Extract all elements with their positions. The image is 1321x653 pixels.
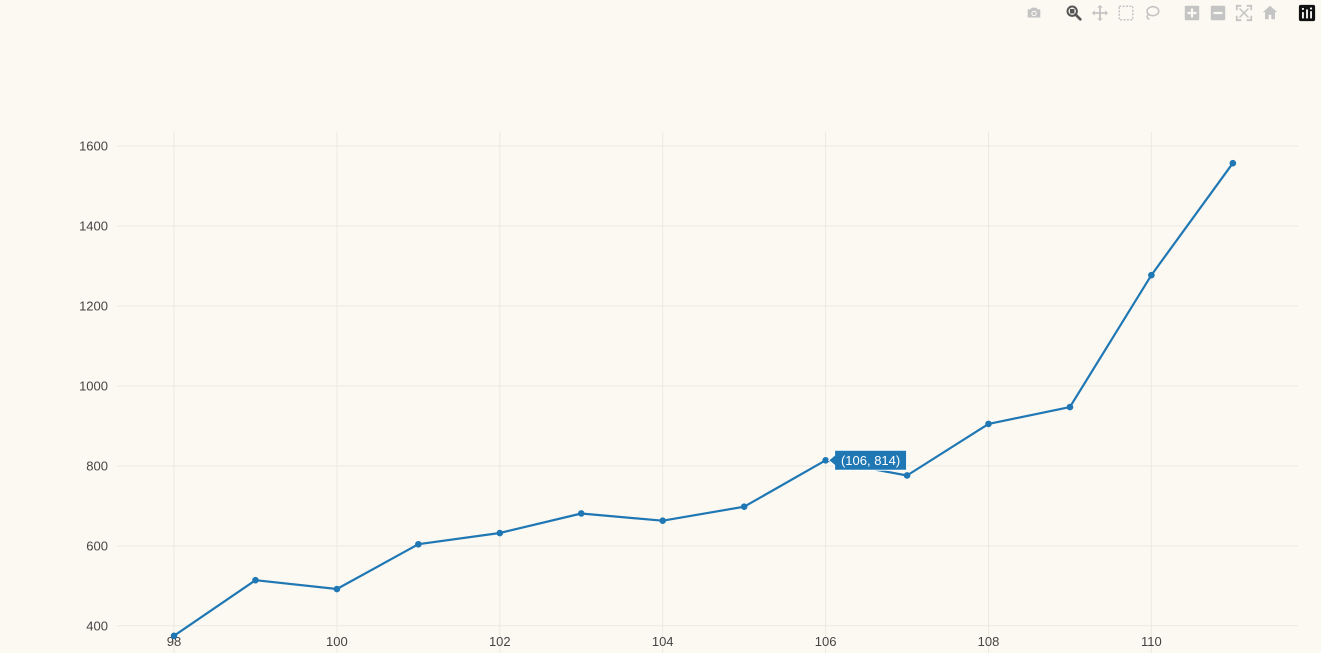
x-tick-label: 110	[1141, 634, 1162, 649]
y-tick-label: 1200	[79, 298, 108, 313]
y-tick-label: 800	[86, 458, 108, 473]
zoom-out-icon	[1210, 5, 1226, 21]
data-point[interactable]	[170, 632, 178, 640]
reset-axes-icon	[1262, 5, 1278, 20]
zoom-icon	[1066, 5, 1082, 21]
data-point[interactable]	[333, 585, 341, 593]
pan-icon	[1091, 4, 1109, 22]
grid-layer	[117, 132, 1298, 653]
modebar-group	[1179, 2, 1283, 24]
modebar-group	[1297, 2, 1317, 24]
y-tick-label: 1400	[79, 218, 108, 233]
y-tick-label: 1000	[79, 378, 108, 393]
data-point[interactable]	[577, 510, 585, 517]
data-point[interactable]	[740, 503, 748, 510]
x-tick-label: 100	[326, 634, 348, 649]
data-point[interactable]	[659, 517, 667, 524]
data-point[interactable]	[1148, 271, 1155, 279]
y-tick-label: 600	[86, 538, 108, 553]
lasso-select-button[interactable]	[1139, 2, 1165, 24]
zoom-button[interactable]	[1061, 2, 1087, 24]
hover-layer: (106, 814)	[827, 449, 908, 471]
data-point[interactable]	[252, 576, 259, 584]
data-point[interactable]	[822, 456, 829, 464]
axis-layer: 98 100 102 104 106 108 110 400 600 800 1000 1200 140…	[79, 138, 1162, 649]
lasso-select-icon	[1146, 5, 1160, 21]
y-tick-label: 1600	[79, 138, 108, 153]
x-tick-label: 108	[978, 634, 1000, 649]
modebar-group	[1061, 2, 1165, 24]
camera-icon	[1027, 7, 1041, 18]
hover-label: (106, 814)	[841, 453, 900, 468]
autoscale-button[interactable]	[1231, 2, 1257, 24]
data-point[interactable]	[1229, 159, 1237, 167]
pan-button[interactable]	[1087, 2, 1113, 24]
data-point[interactable]	[1066, 403, 1074, 411]
modebar-group	[1021, 2, 1047, 24]
reset-axes-button[interactable]	[1257, 2, 1283, 24]
plotly-logo-button[interactable]	[1297, 2, 1317, 24]
modebar	[1007, 2, 1317, 24]
zoom-in-button[interactable]	[1179, 2, 1205, 24]
x-tick-label: 106	[815, 634, 837, 649]
autoscale-icon	[1235, 4, 1253, 22]
data-point[interactable]	[415, 540, 422, 548]
zoom-out-button[interactable]	[1205, 2, 1231, 24]
x-tick-label: 98	[167, 634, 181, 649]
x-tick-label: 102	[489, 634, 511, 649]
camera-button[interactable]	[1021, 2, 1047, 24]
series-layer	[170, 159, 1237, 640]
data-point[interactable]	[903, 472, 911, 479]
x-tick-label: 104	[652, 634, 674, 649]
zoom-in-icon	[1184, 5, 1200, 21]
data-point[interactable]	[496, 529, 504, 537]
y-tick-label: 400	[86, 618, 108, 633]
series-line	[173, 162, 1234, 637]
hover-box	[827, 449, 908, 471]
plotly-logo-icon	[1298, 4, 1316, 22]
data-point[interactable]	[985, 420, 992, 428]
hover-tooltip: (106, 814)	[827, 449, 908, 471]
